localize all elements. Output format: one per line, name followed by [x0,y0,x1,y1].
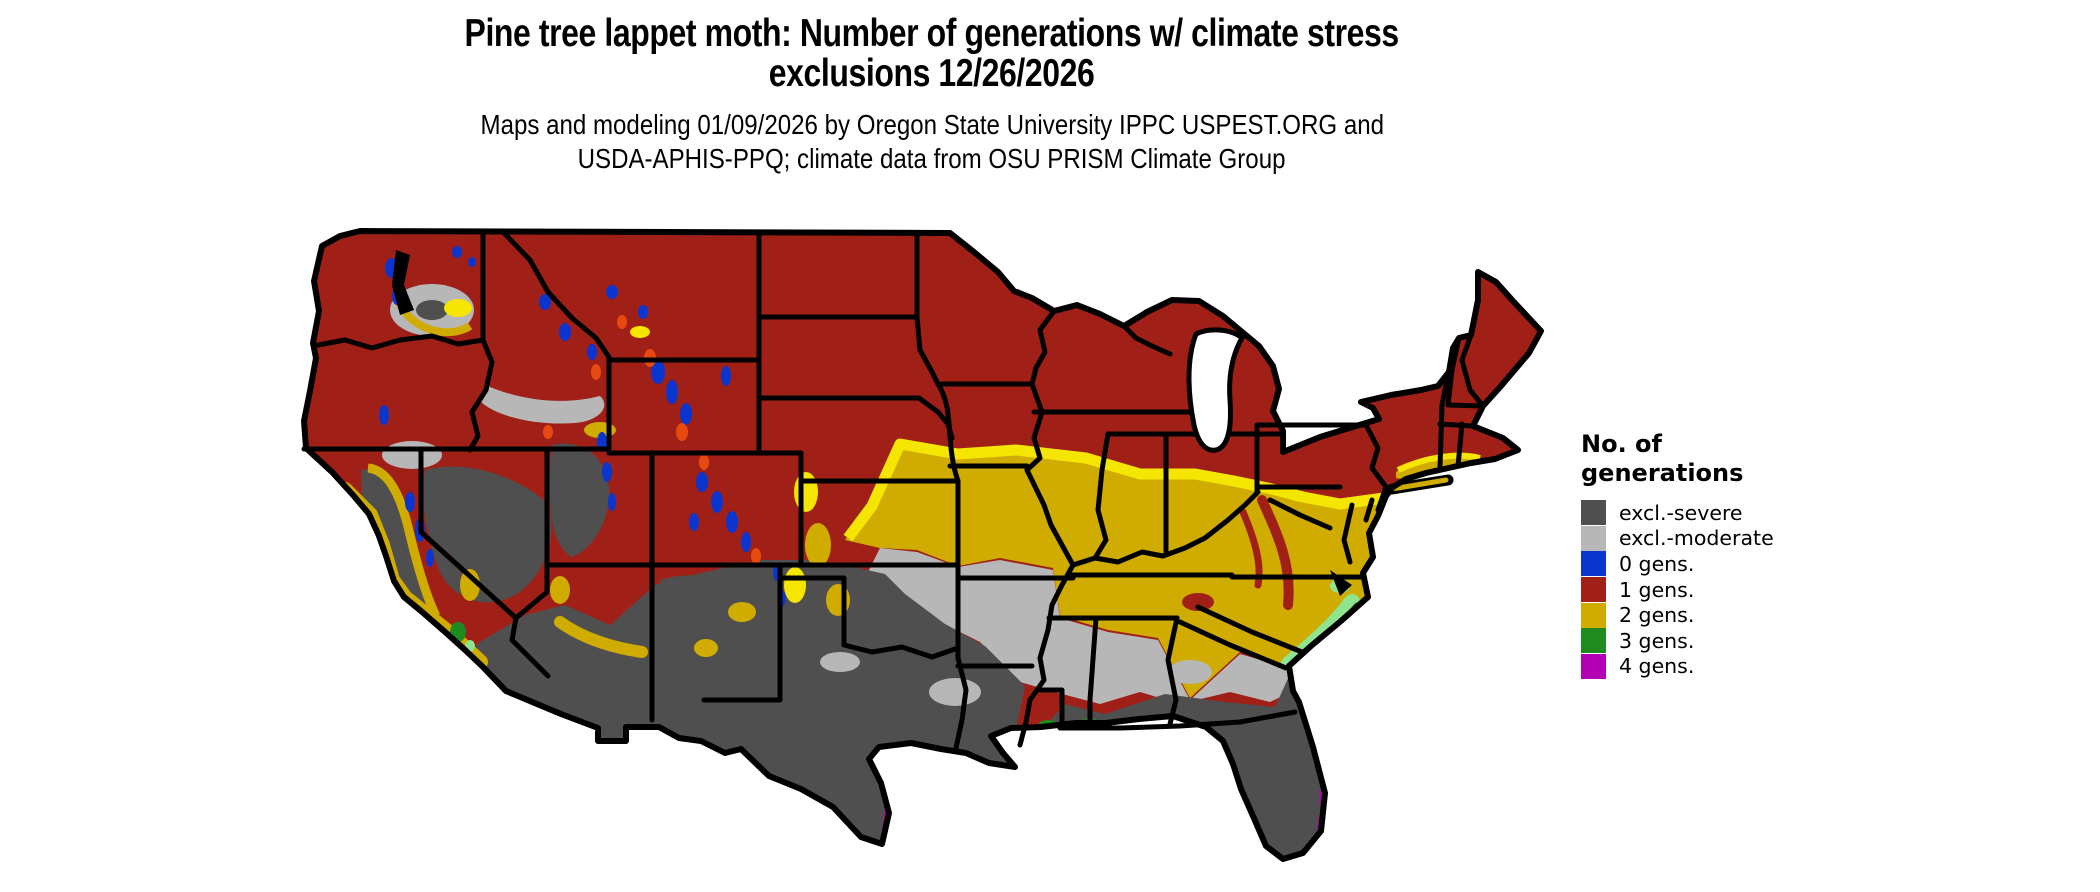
legend-label: excl.-severe [1619,500,1743,525]
legend-swatch-0-gens [1581,551,1606,577]
region-2gens-bright-edge [843,438,1385,542]
region-bright-patch [630,326,650,338]
legend-item: excl.-moderate [1581,525,1774,552]
region-moderate-patch [382,441,442,469]
legend-item: excl.-severe [1581,500,1774,526]
legend-item: 0 gens. [1581,551,1774,577]
legend-item: 2 gens. [1581,602,1774,628]
legend-label: 4 gens. [1619,654,1695,679]
legend: No. of generations excl.-severe excl.-mo… [1581,430,1774,679]
map-title: Pine tree lappet moth: Number of generat… [0,14,1864,94]
region-moderate-band [868,548,1293,704]
region-severe-columbia-core [416,300,448,320]
long-island [1389,477,1449,492]
region-bright-patch [444,299,472,317]
legend-swatch-1-gens [1581,577,1606,603]
region-severe-nevada [422,466,552,603]
region-0gens-specks [379,246,786,606]
region-moderate-patch [929,678,981,706]
region-severe-central-valley [361,469,431,623]
region-severe-utah [549,443,610,557]
legend-item: 3 gens. [1581,628,1774,654]
map-subtitle: Maps and modeling 01/09/2026 by Oregon S… [0,108,1864,176]
legend-item: 4 gens. [1581,653,1774,680]
region-2gens-patch [550,576,570,604]
legend-label: 2 gens. [1619,603,1695,628]
region-moderate-snake-plain [480,385,605,424]
lake-michigan [1186,327,1246,453]
legend-label: 3 gens. [1619,628,1695,653]
legend-label: 1 gens. [1619,577,1695,602]
region-2gens-patch [694,639,718,657]
map-subtitle-line1: Maps and modeling 01/09/2026 by Oregon S… [480,109,1384,140]
legend-swatch-4-gens [1581,653,1606,679]
legend-title-line2: generations [1581,459,1744,487]
region-2gens-patch [460,569,480,601]
us-outline [301,228,1544,862]
chesapeake-bay [1341,502,1355,565]
map-header: Pine tree lappet moth: Number of generat… [0,14,1864,176]
region-2gens-mogollon [554,616,648,658]
legend-swatch-excl-severe [1581,500,1606,526]
region-1gen-appalachian [1257,495,1294,610]
puget-sound [392,250,414,315]
map-title-line1: Pine tree lappet moth: Number of generat… [464,12,1400,55]
region-moderate-patch [1065,666,1125,698]
region-moderate-patch [967,596,1043,644]
pamlico-sound [1330,570,1352,596]
region-2gens-patch [805,523,831,567]
legend-label: excl.-moderate [1619,526,1774,551]
region-bright-patch [784,567,806,603]
map-title-line2: exclusions 12/26/2026 [769,52,1095,95]
delaware-bay [1363,497,1375,523]
region-1gen-nc-mountains [1182,593,1214,611]
region-moderate-patch [1168,660,1212,684]
region-moderate-patch [820,652,860,672]
legend-swatch-excl-moderate [1581,525,1606,551]
map-subtitle-line2: USDA-APHIS-PPQ; climate data from OSU PR… [578,143,1286,174]
region-2gens-ca-foothills [367,463,441,619]
legend-swatch-3-gens [1581,628,1606,654]
legend-swatch-2-gens [1581,602,1606,628]
legend-title-line1: No. of [1581,430,1662,458]
legend-label: 0 gens. [1619,551,1695,576]
legend-item: 1 gens. [1581,577,1774,603]
legend-title: No. of generations [1581,430,1774,488]
region-2gens-patch [728,602,756,622]
region-bright-patch [794,472,818,512]
